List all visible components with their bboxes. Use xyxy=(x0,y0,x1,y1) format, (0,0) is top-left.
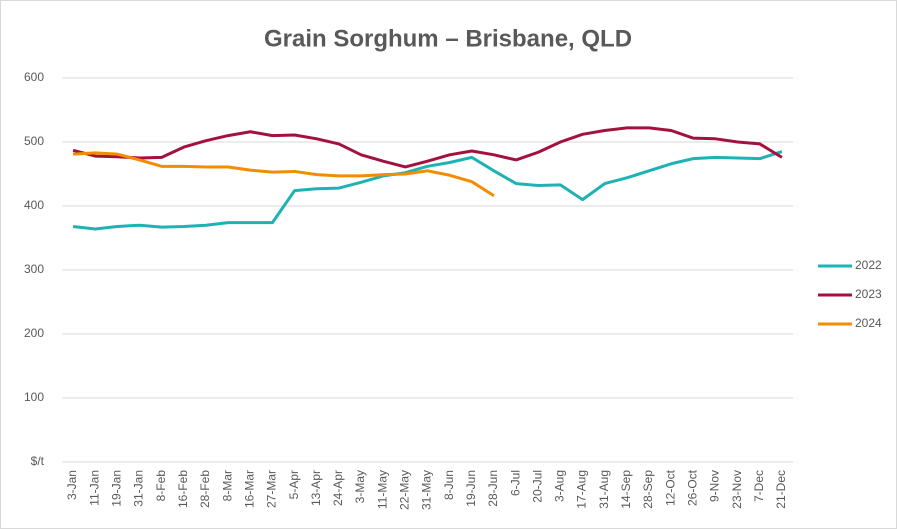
x-tick-label: 3-Jan xyxy=(65,470,79,500)
x-tick-label: 17-Aug xyxy=(575,470,589,509)
legend-label: 2022 xyxy=(855,258,882,272)
y-tick-label: 200 xyxy=(24,326,44,340)
x-tick-label: 28-Sep xyxy=(641,470,655,509)
x-tick-label: 26-Oct xyxy=(685,469,699,506)
y-tick-label: 100 xyxy=(24,390,44,404)
x-tick-label: 16-Feb xyxy=(176,470,190,508)
x-tick-label: 3-Aug xyxy=(553,470,567,502)
x-tick-label: 13-Apr xyxy=(309,470,323,506)
x-tick-label: 19-Jun xyxy=(464,470,478,507)
y-tick-label: 500 xyxy=(24,134,44,148)
x-tick-label: 3-May xyxy=(353,470,367,503)
x-tick-label: 20-Jul xyxy=(530,470,544,503)
x-tick-label: 8-Feb xyxy=(154,470,168,502)
x-tick-label: 19-Jan xyxy=(110,470,124,507)
x-tick-label: 28-Jun xyxy=(486,470,500,507)
chart-title: Grain Sorghum – Brisbane, QLD xyxy=(264,25,632,52)
x-tick-label: 9-Nov xyxy=(708,470,722,502)
x-tick-label: 31-May xyxy=(420,470,434,510)
x-tick-label: 21-Dec xyxy=(774,470,788,509)
x-tick-label: 28-Feb xyxy=(198,470,212,508)
x-tick-label: 6-Jul xyxy=(508,470,522,496)
legend-label: 2024 xyxy=(855,316,882,330)
x-tick-label: 31-Jan xyxy=(132,470,146,507)
y-tick-label: 400 xyxy=(24,198,44,212)
x-tick-label: 24-Apr xyxy=(331,470,345,506)
x-tick-label: 11-May xyxy=(375,470,389,509)
x-tick-label: 31-Aug xyxy=(597,470,611,509)
series-line xyxy=(72,126,783,169)
x-tick-label: 8-Jun xyxy=(442,470,456,500)
legend-label: 2023 xyxy=(855,287,882,301)
series-line xyxy=(72,150,783,231)
x-tick-label: 8-Mar xyxy=(220,470,234,501)
x-tick-label: 11-Jan xyxy=(87,470,101,506)
x-tick-label: 12-Oct xyxy=(663,469,677,506)
y-tick-label: $/t xyxy=(31,454,45,468)
x-tick-label: 22-May xyxy=(398,470,412,510)
x-tick-label: 16-Mar xyxy=(242,470,256,508)
x-tick-label: 27-Mar xyxy=(265,470,279,508)
y-tick-label: 300 xyxy=(24,262,44,276)
x-tick-label: 5-Apr xyxy=(287,470,301,499)
x-tick-label: 23-Nov xyxy=(730,470,744,509)
y-tick-label: 600 xyxy=(24,70,44,84)
x-tick-label: 7-Dec xyxy=(752,470,766,502)
series-line xyxy=(72,151,495,198)
x-tick-label: 14-Sep xyxy=(619,470,633,509)
